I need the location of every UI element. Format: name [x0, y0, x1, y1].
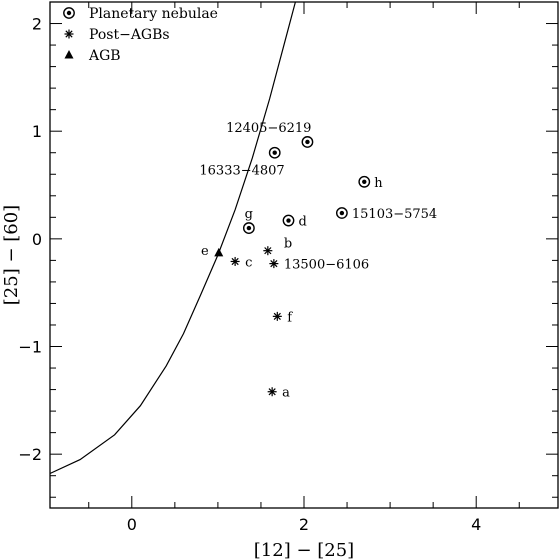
marker-ring	[268, 146, 281, 159]
marker-dot	[246, 225, 252, 231]
data-point	[272, 311, 282, 321]
points-layer: 12405−6219 16333−4807 h d 15103−5754 g b c 13500…	[199, 121, 437, 401]
marker-ring	[63, 7, 75, 19]
point-label: 12405−6219	[226, 121, 311, 136]
point-label: e	[201, 244, 209, 259]
data-point	[269, 259, 279, 269]
marker-stroke	[264, 247, 272, 255]
legend-marker	[63, 7, 75, 19]
data-point	[335, 207, 348, 219]
marker-dot	[339, 210, 345, 216]
point-label: b	[284, 237, 292, 252]
plot-frame	[49, 1, 559, 509]
data-point	[301, 136, 314, 148]
marker-dot	[272, 150, 277, 155]
marker-ring	[358, 175, 371, 188]
ticks-layer: 0 2 4 −2 −1 0 1 2	[18, 1, 558, 534]
legend: Planetary nebulae Post−AGBs AGB	[63, 6, 218, 64]
data-point	[242, 222, 255, 234]
marker-ring	[335, 207, 348, 219]
y-tick-label: 0	[32, 230, 42, 249]
point-label: 16333−4807	[199, 164, 284, 179]
point-label: a	[282, 386, 290, 401]
y-axis-label: [25] − [60]	[1, 205, 22, 305]
data-point	[268, 146, 281, 159]
marker-stroke	[268, 388, 276, 396]
marker-triangle	[64, 50, 74, 59]
data-point	[358, 175, 371, 188]
marker-dot	[286, 218, 291, 223]
y-tick-label: 2	[32, 15, 42, 34]
legend-marker	[64, 29, 74, 39]
point-label: h	[374, 176, 383, 191]
point-label: c	[245, 255, 252, 270]
x-tick-label: 0	[127, 515, 137, 534]
x-tick-label: 2	[299, 515, 309, 534]
point-label: 15103−5754	[352, 207, 437, 222]
marker-triangle	[214, 247, 224, 257]
data-point	[263, 246, 273, 256]
marker-stroke	[231, 257, 239, 266]
point-label: g	[245, 207, 253, 222]
y-tick-label: −2	[18, 445, 42, 464]
point-label: f	[287, 310, 293, 325]
y-tick-label: −1	[18, 338, 42, 357]
data-point	[267, 387, 277, 397]
x-axis-label: [12] − [25]	[254, 540, 354, 560]
y-tick-label: 1	[32, 122, 42, 141]
boundary-curve	[49, 1, 296, 475]
marker-ring	[282, 214, 295, 227]
marker-stroke	[65, 30, 73, 38]
point-label: d	[299, 215, 307, 230]
data-point	[214, 247, 224, 257]
marker-dot	[305, 139, 310, 145]
legend-marker	[64, 50, 74, 59]
marker-dot	[66, 10, 72, 16]
point-label: 13500−6106	[284, 258, 369, 273]
marker-stroke	[273, 312, 281, 320]
data-point	[230, 256, 240, 266]
marker-ring	[242, 222, 255, 234]
legend-label: AGB	[88, 48, 121, 64]
marker-ring	[301, 136, 314, 148]
marker-stroke	[270, 260, 278, 268]
x-tick-label: 4	[471, 515, 481, 534]
data-point	[282, 214, 295, 227]
legend-label: Planetary nebulae	[89, 6, 218, 22]
marker-dot	[362, 179, 367, 184]
legend-label: Post−AGBs	[89, 27, 170, 43]
